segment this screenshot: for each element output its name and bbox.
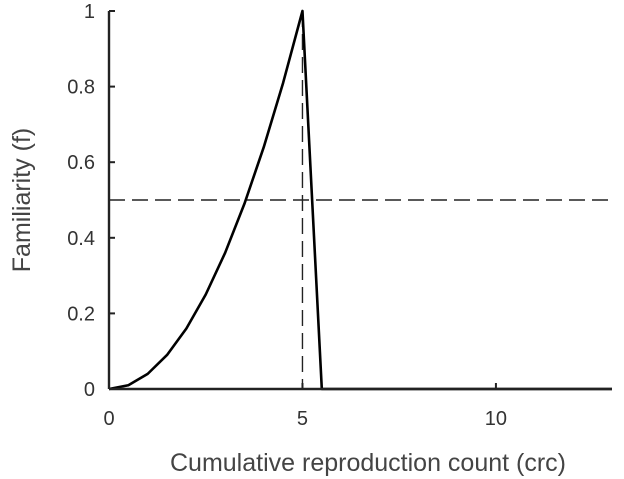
y-tick-label: 1 [84, 1, 95, 23]
y-tick-label: 0.2 [67, 303, 95, 325]
x-tick-label: 5 [297, 408, 308, 430]
x-axis-label: Cumulative reproduction count (crc) [170, 449, 566, 477]
y-tick-label: 0.4 [67, 228, 95, 250]
y-axis-label: Familiarity (f) [8, 128, 36, 272]
y-tick-label: 0.6 [67, 152, 95, 174]
y-tick-label: 0 [84, 379, 95, 401]
x-tick-label: 0 [103, 408, 114, 430]
y-tick-label: 0.8 [67, 77, 95, 99]
x-tick-label: 10 [485, 408, 507, 430]
